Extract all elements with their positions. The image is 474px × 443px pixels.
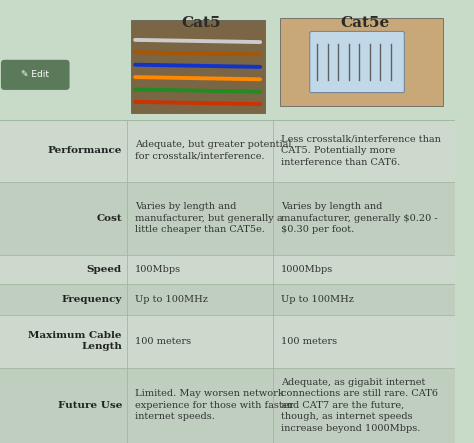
- Text: Varies by length and
manufacturer, generally $0.20 -
$0.30 per foot.: Varies by length and manufacturer, gener…: [281, 202, 437, 234]
- Text: 100Mbps: 100Mbps: [135, 264, 181, 274]
- FancyBboxPatch shape: [0, 255, 455, 284]
- FancyBboxPatch shape: [0, 315, 455, 368]
- Text: Maximum Cable
Length: Maximum Cable Length: [28, 331, 122, 351]
- Text: 1000Mbps: 1000Mbps: [281, 264, 333, 274]
- Text: ✎ Edit: ✎ Edit: [21, 70, 49, 79]
- FancyBboxPatch shape: [0, 284, 455, 315]
- FancyBboxPatch shape: [1, 60, 70, 90]
- Text: Speed: Speed: [87, 264, 122, 274]
- Text: Up to 100MHz: Up to 100MHz: [281, 295, 354, 303]
- Text: Limited. May worsen network
experience for those with faster
internet speeds.: Limited. May worsen network experience f…: [135, 389, 293, 421]
- FancyBboxPatch shape: [130, 20, 264, 113]
- FancyBboxPatch shape: [0, 120, 455, 182]
- Text: Adequate, as gigabit internet
connections are still rare. CAT6
and CAT7 are the : Adequate, as gigabit internet connection…: [281, 378, 438, 433]
- Text: Performance: Performance: [47, 146, 122, 155]
- Text: Future Use: Future Use: [57, 401, 122, 410]
- FancyBboxPatch shape: [0, 368, 455, 443]
- FancyBboxPatch shape: [310, 31, 404, 93]
- Text: Cat5: Cat5: [182, 16, 221, 30]
- Text: Cat5e: Cat5e: [340, 16, 390, 30]
- Text: Up to 100MHz: Up to 100MHz: [135, 295, 208, 303]
- Text: Less crosstalk/interference than
CAT5. Potentially more
interference than CAT6.: Less crosstalk/interference than CAT5. P…: [281, 135, 440, 167]
- Text: Varies by length and
manufacturer, but generally a
little cheaper than CAT5e.: Varies by length and manufacturer, but g…: [135, 202, 283, 234]
- FancyBboxPatch shape: [0, 182, 455, 255]
- Text: Adequate, but greater potential
for crosstalk/interference.: Adequate, but greater potential for cros…: [135, 140, 292, 161]
- Text: Frequency: Frequency: [62, 295, 122, 303]
- FancyBboxPatch shape: [0, 0, 455, 124]
- Text: 100 meters: 100 meters: [281, 337, 337, 346]
- Text: Cost: Cost: [96, 214, 122, 223]
- FancyBboxPatch shape: [280, 18, 444, 106]
- Text: 100 meters: 100 meters: [135, 337, 191, 346]
